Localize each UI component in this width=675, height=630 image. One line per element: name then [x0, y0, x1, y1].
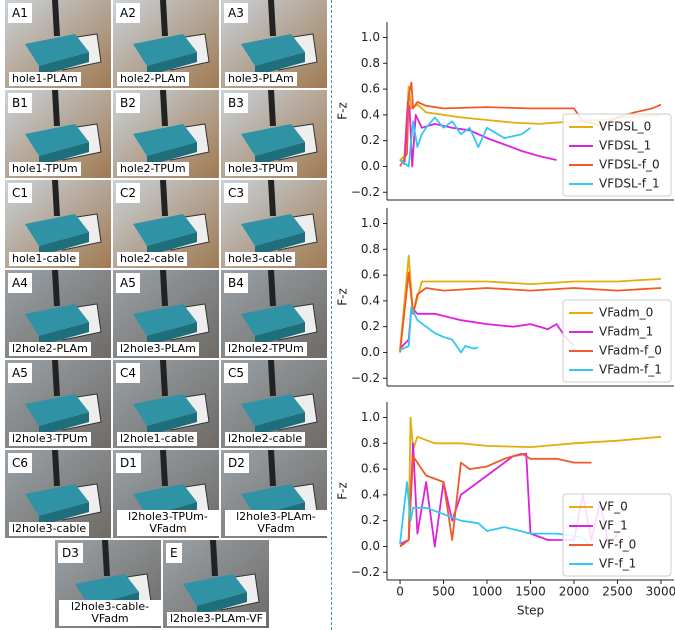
chart: −0.2 0.0 0.2 0.4 0.6 0.8 1.0 F-z VFDSL_0 VFDSL_1 V…	[336, 22, 675, 200]
legend-label: VFDSL_0	[599, 120, 651, 134]
y-axis-label: F-z	[336, 102, 350, 120]
x-tick-label: 500	[432, 585, 455, 599]
legend-label: VF-f_1	[599, 557, 636, 571]
y-tick-label: 0.0	[361, 539, 380, 553]
y-tick-label: 1.0	[361, 410, 380, 424]
x-tick-label: 0	[396, 585, 404, 599]
y-tick-label: 0.2	[361, 133, 380, 147]
x-tick-label: 1000	[472, 585, 503, 599]
y-tick-label: 0.4	[361, 293, 380, 307]
y-tick-label: 0.6	[361, 82, 380, 96]
y-tick-label: −0.2	[351, 371, 380, 385]
x-tick-label: 1500	[515, 585, 546, 599]
legend-label: VFadm_1	[599, 325, 653, 339]
legend-label: VFadm-f_0	[599, 344, 662, 358]
y-tick-label: 1.0	[361, 30, 380, 44]
y-tick-label: 0.4	[361, 487, 380, 501]
legend-label: VF_1	[599, 519, 628, 533]
x-tick-label: 2000	[559, 585, 590, 599]
y-tick-label: 0.8	[361, 242, 380, 256]
x-tick-label: 2500	[602, 585, 633, 599]
legend-label: VFDSL-f_1	[599, 177, 660, 191]
y-tick-label: 0.2	[361, 319, 380, 333]
y-tick-label: 0.6	[361, 268, 380, 282]
y-tick-label: 1.0	[361, 216, 380, 230]
figure: A1hole1-PLAmA2hole2-PLAmA3hole3-PLAmB1ho…	[0, 0, 675, 630]
chart: −0.2 0.0 0.2 0.4 0.6 0.8 1.0 0 500 1000 1500 2000 25…	[336, 402, 675, 618]
line-series	[400, 102, 557, 167]
legend-label: VFDSL-f_0	[599, 158, 660, 172]
chart: −0.2 0.0 0.2 0.4 0.6 0.8 1.0 F-z VFadm_0 VFadm_1 V…	[336, 208, 675, 386]
y-tick-label: 0.8	[361, 436, 380, 450]
charts: −0.2 0.0 0.2 0.4 0.6 0.8 1.0 F-z VFDSL_0 VFDSL_1 V…	[0, 0, 675, 630]
x-axis-label: Step	[517, 604, 544, 618]
y-tick-label: 0.8	[361, 56, 380, 70]
legend-label: VFDSL_1	[599, 139, 651, 153]
y-tick-label: 0.0	[361, 345, 380, 359]
y-tick-label: −0.2	[351, 565, 380, 579]
y-axis-label: F-z	[336, 482, 350, 500]
y-axis-label: F-z	[336, 288, 350, 306]
legend-label: VF-f_0	[599, 538, 636, 552]
legend-label: VFadm-f_1	[599, 363, 662, 377]
y-tick-label: 0.6	[361, 462, 380, 476]
legend-label: VF_0	[599, 500, 628, 514]
line-series	[400, 307, 574, 348]
y-tick-label: −0.2	[351, 185, 380, 199]
y-tick-label: 0.4	[361, 107, 380, 121]
y-tick-label: 0.0	[361, 159, 380, 173]
x-tick-label: 3000	[646, 585, 675, 599]
legend-label: VFadm_0	[599, 306, 653, 320]
y-tick-label: 0.2	[361, 513, 380, 527]
